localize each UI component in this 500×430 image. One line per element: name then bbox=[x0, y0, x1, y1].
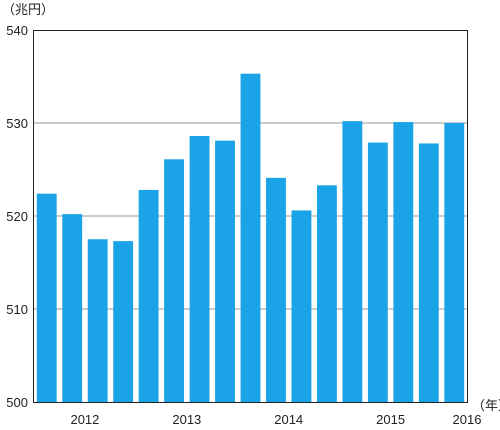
bar bbox=[316, 185, 337, 402]
bar bbox=[342, 121, 363, 402]
bar bbox=[418, 143, 439, 402]
x-tick-label: 2012 bbox=[70, 412, 99, 427]
bar bbox=[87, 239, 108, 402]
x-tick-label: 2015 bbox=[376, 412, 405, 427]
bar bbox=[266, 177, 286, 402]
x-tick-label: 2014 bbox=[274, 412, 303, 427]
bar bbox=[291, 210, 312, 402]
bar bbox=[240, 73, 261, 403]
x-axis-unit-label: （年） bbox=[472, 398, 500, 413]
x-axis-ticks: 2012 2013 2014 2015 2016 bbox=[70, 412, 481, 427]
y-tick-label: 520 bbox=[6, 209, 28, 224]
bar bbox=[113, 241, 134, 402]
y-axis-ticks: 500 510 520 530 540 bbox=[6, 23, 28, 410]
bar bbox=[36, 193, 57, 402]
bar bbox=[215, 140, 235, 403]
x-tick-label: 2013 bbox=[172, 412, 201, 427]
bar bbox=[444, 123, 465, 402]
x-tick-label: 2016 bbox=[453, 412, 482, 427]
bar bbox=[62, 214, 83, 402]
y-axis-unit-label: （兆円） bbox=[2, 2, 54, 17]
y-tick-label: 500 bbox=[6, 395, 28, 410]
y-tick-label: 540 bbox=[6, 23, 28, 38]
bar bbox=[367, 142, 388, 402]
bar bbox=[138, 189, 159, 402]
bar bbox=[164, 159, 185, 402]
bars bbox=[36, 73, 465, 403]
y-tick-label: 530 bbox=[6, 116, 28, 131]
plot-frame bbox=[33, 30, 468, 403]
y-tick-label: 510 bbox=[6, 302, 28, 317]
bar bbox=[393, 122, 414, 402]
bar bbox=[189, 136, 210, 402]
